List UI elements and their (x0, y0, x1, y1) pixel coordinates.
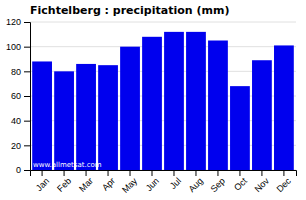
x-tick: Jul (168, 170, 183, 191)
y-axis: 0 20 40 60 80 100 120 (6, 17, 31, 175)
x-tick-label: Nov (253, 175, 272, 194)
x-tick-label: Jan (34, 176, 51, 193)
watermark: www.allmetsat.com (33, 161, 102, 169)
y-tick-mark (24, 170, 30, 171)
bar (208, 41, 228, 171)
bars (32, 32, 294, 170)
bar (186, 32, 206, 170)
x-tick-mark (130, 170, 131, 176)
x-tick-mark (239, 170, 240, 176)
bar (274, 45, 294, 170)
x-tick-mark (217, 170, 218, 176)
x-tick-label: Jul (168, 176, 183, 191)
x-tick: Aug (187, 170, 205, 194)
x-tick-mark (42, 170, 43, 176)
y-tick-label: 120 (6, 17, 21, 27)
x-tick-mark (283, 170, 284, 176)
x-tick: Jun (144, 170, 161, 193)
x-tick: Dec (275, 170, 294, 194)
bar (230, 86, 250, 170)
x-tick: Oct (232, 170, 249, 193)
x-tick: Sep (209, 170, 227, 194)
y-tick-label: 40 (11, 116, 21, 126)
x-tick: Apr (100, 170, 117, 193)
bar (164, 32, 184, 170)
y-tick-mark (24, 47, 30, 48)
x-tick: Mar (77, 170, 95, 194)
y-axis-line (24, 23, 31, 171)
y-tick: 80 (11, 67, 30, 77)
y-tick-mark (24, 145, 30, 146)
x-tick: May (120, 170, 139, 195)
y-tick-label: 0 (16, 165, 21, 175)
y-tick: 20 (11, 141, 30, 151)
y-tick-label: 80 (11, 67, 21, 77)
x-tick-label: Mar (77, 176, 95, 194)
bar (76, 64, 96, 170)
x-tick: Nov (253, 170, 272, 194)
x-tick: Feb (55, 170, 73, 194)
y-tick-label: 60 (11, 91, 21, 101)
x-tick-mark (152, 170, 153, 176)
x-axis: JanFebMar AprMay Jun Jul AugSep OctNovDec (31, 170, 297, 195)
x-tick: Jan (34, 170, 51, 193)
x-tick-mark (64, 170, 65, 176)
y-tick: 0 (16, 165, 30, 175)
y-tick-label: 20 (11, 141, 21, 151)
y-tick-mark (24, 71, 30, 72)
plot: 0 20 40 60 80 100 120 JanFebMar AprMay Jun Jul AugS… (6, 17, 297, 195)
grid-line (30, 22, 296, 23)
x-tick-mark (86, 170, 87, 176)
y-tick-mark (24, 96, 30, 97)
bar (120, 47, 140, 170)
x-tick-label: May (120, 175, 139, 194)
y-tick: 60 (11, 91, 30, 101)
x-tick-mark (195, 170, 196, 176)
x-tick-label: Dec (275, 175, 294, 194)
chart: 0 20 40 60 80 100 120 JanFebMar AprMay Jun Jul AugS… (0, 0, 306, 200)
x-tick-mark (108, 170, 109, 176)
x-tick-label: Oct (232, 175, 249, 192)
bar (252, 60, 272, 170)
grid (30, 22, 296, 170)
x-tick-label: Aug (187, 176, 205, 194)
title: Fichtelberg : precipitation (mm) (30, 4, 229, 17)
y-tick-label: 100 (6, 42, 21, 52)
bar (98, 65, 118, 170)
y-tick: 100 (6, 42, 30, 52)
y-tick: 120 (6, 17, 30, 27)
y-tick-mark (24, 121, 30, 122)
bar (142, 37, 162, 170)
bar (32, 61, 52, 170)
x-tick-mark (261, 170, 262, 176)
grid-line (30, 46, 296, 47)
x-tick-label: Sep (209, 176, 227, 194)
x-tick-label: Jun (144, 176, 161, 193)
x-tick-label: Apr (100, 176, 117, 193)
x-tick-mark (173, 170, 174, 176)
y-tick: 40 (11, 116, 30, 126)
bar (54, 71, 74, 170)
y-tick-mark (24, 22, 30, 23)
x-axis-line (31, 171, 297, 177)
x-tick-label: Feb (55, 176, 73, 194)
